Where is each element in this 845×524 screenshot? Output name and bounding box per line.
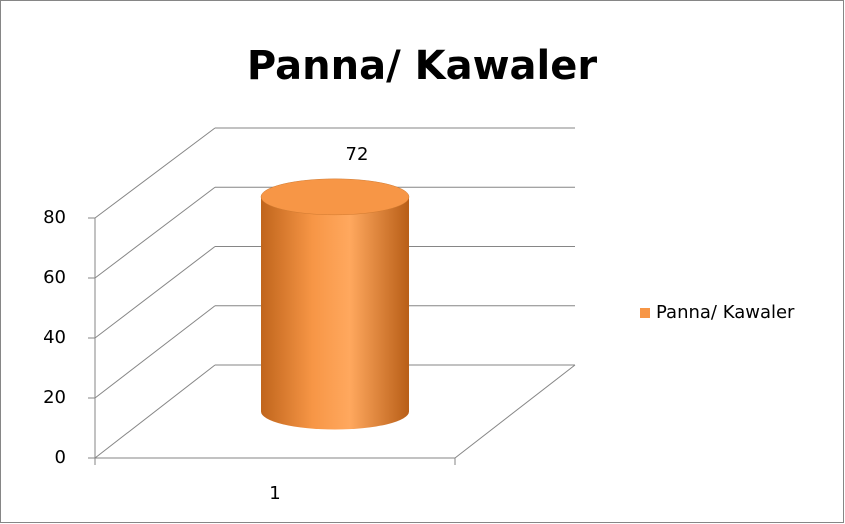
legend-label: Panna/ Kawaler <box>656 302 795 323</box>
y-tick-label: 80 <box>43 207 66 228</box>
grid-line <box>94 186 216 279</box>
x-tick-label: 1 <box>269 483 280 504</box>
bar <box>260 178 410 430</box>
grid-line <box>94 246 216 339</box>
floor-edge <box>454 364 576 459</box>
y-tick-label: 60 <box>43 267 66 288</box>
grid-line <box>94 127 216 219</box>
legend-swatch <box>640 308 650 318</box>
bar-body <box>261 196 409 430</box>
y-tick-label: 20 <box>43 387 66 408</box>
y-tick-label: 40 <box>43 327 66 348</box>
bar-top <box>260 178 410 216</box>
grid-line <box>94 364 216 459</box>
grid-line <box>94 305 216 399</box>
y-tick-label: 0 <box>55 447 66 468</box>
chart-title: Panna/ Kawaler <box>247 43 597 89</box>
value-label: 72 <box>346 144 369 165</box>
